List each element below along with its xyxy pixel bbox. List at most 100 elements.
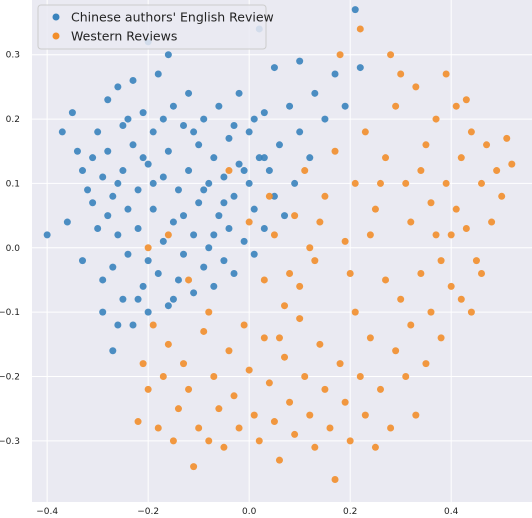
point-western [462,224,470,232]
point-chinese [134,186,142,194]
point-western [336,360,344,368]
point-chinese [104,96,112,104]
point-chinese [134,295,142,303]
point-western [402,373,410,380]
point-western [301,167,309,175]
point-western [447,282,455,290]
point-western [245,366,253,374]
point-western [134,418,142,426]
point-chinese [255,154,263,162]
point-western [174,405,182,413]
point-western [397,70,405,78]
point-chinese [144,160,152,168]
point-chinese [195,141,203,149]
point-western [503,134,511,142]
point-chinese [195,199,203,207]
point-chinese [119,122,127,129]
point-chinese [104,212,112,220]
point-western [341,398,349,406]
point-chinese [351,6,359,14]
point-western [356,25,364,33]
point-chinese [174,276,182,284]
point-western [321,385,329,393]
point-western [457,154,465,162]
point-chinese [139,109,147,117]
point-chinese [270,64,278,72]
point-chinese [210,282,218,290]
point-western [508,160,516,168]
point-chinese [200,115,208,123]
point-western [154,424,162,432]
point-chinese [99,308,107,316]
point-chinese [164,147,172,155]
point-western [442,179,450,187]
point-western [427,308,435,316]
points [43,6,516,483]
point-chinese [94,224,102,232]
point-western [361,411,369,419]
point-western [281,302,289,310]
point-western [296,315,304,323]
legend-marker-western [52,32,60,40]
point-western [275,456,283,464]
point-chinese [104,147,112,155]
point-chinese [250,250,258,258]
point-chinese [230,192,238,200]
point-western [356,373,364,380]
point-western [417,167,425,175]
point-western [331,475,339,483]
point-western [392,102,400,110]
point-chinese [240,167,248,175]
point-chinese [260,154,268,162]
x-tick-label: 0.4 [444,507,459,517]
point-chinese [149,205,157,213]
point-western [412,83,420,91]
point-western [331,147,339,155]
point-chinese [190,231,198,239]
point-western [255,437,263,445]
point-chinese [331,70,339,78]
point-western [432,115,440,123]
point-chinese [235,89,243,97]
point-western [371,443,379,451]
point-western [488,218,496,226]
point-western [387,424,395,432]
y-tick-label: −0.1 [0,308,20,318]
point-western [382,154,390,162]
point-western [275,334,283,342]
point-chinese [311,89,319,97]
point-western [296,282,304,290]
point-western [316,340,324,348]
point-chinese [164,302,172,310]
point-chinese [220,199,228,207]
point-western [190,463,198,471]
point-chinese [169,295,177,303]
point-chinese [114,231,122,239]
point-western [225,347,233,355]
point-western [240,321,248,329]
point-western [265,192,273,200]
point-western [366,231,374,239]
point-chinese [159,237,167,245]
point-chinese [94,128,102,136]
point-western [326,424,334,432]
point-chinese [99,276,107,284]
point-chinese [159,173,167,181]
legend-label-western: Western Reviews [71,29,177,44]
point-chinese [68,109,76,117]
point-chinese [281,212,289,220]
point-chinese [109,192,117,200]
point-chinese [265,167,273,175]
point-western [382,276,390,284]
point-western [422,360,430,368]
point-chinese [180,250,188,258]
point-chinese [159,115,167,123]
x-tick-label: −0.2 [137,507,159,517]
point-western [452,102,460,110]
point-western [366,334,374,342]
point-chinese [58,128,66,136]
point-chinese [321,115,329,123]
point-chinese [260,109,268,117]
legend: Chinese authors' English Review Western … [37,4,274,50]
point-chinese [164,51,172,59]
